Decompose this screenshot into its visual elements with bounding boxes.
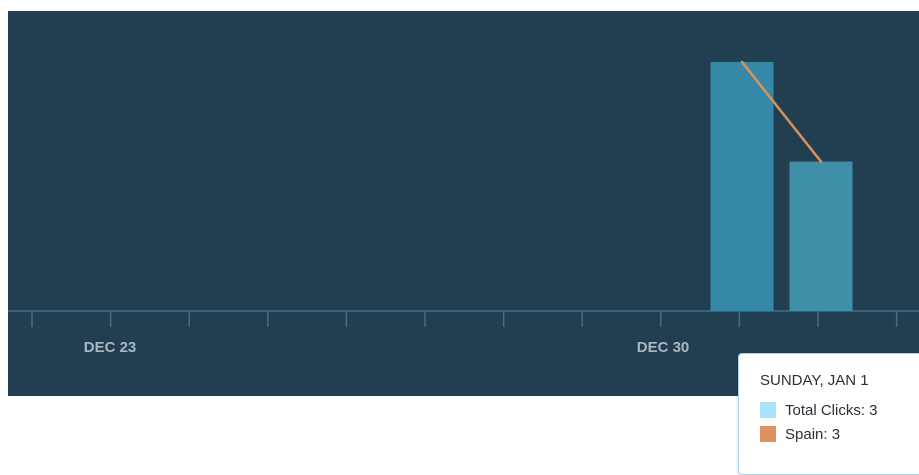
total-clicks-bar	[710, 61, 774, 311]
x-tick-label: DEC 23	[84, 339, 137, 356]
tooltip-date: SUNDAY, JAN 1	[760, 372, 869, 389]
chart-tooltip: SUNDAY, JAN 1 Total Clicks: 3 Spain: 3	[738, 353, 919, 475]
tooltip-spain-label: Spain: 3	[785, 425, 841, 443]
spain-line	[740, 60, 823, 163]
chart-marks: DEC 23 DEC 30	[8, 60, 919, 356]
tooltip-total-clicks-label: Total Clicks: 3	[785, 401, 878, 419]
spain-swatch	[760, 426, 776, 442]
x-tick-label: DEC 30	[637, 339, 690, 356]
total-clicks-swatch	[760, 402, 776, 418]
total-clicks-bar	[789, 161, 853, 311]
tooltip-row-spain: Spain: 3	[760, 422, 919, 446]
tooltip-row-total-clicks: Total Clicks: 3	[760, 398, 919, 422]
